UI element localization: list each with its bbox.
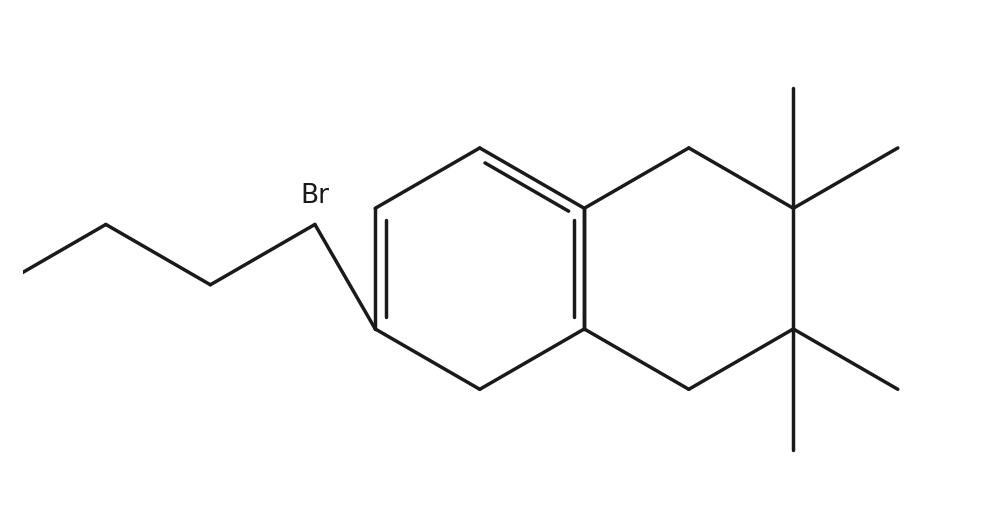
Text: Br: Br [300,183,329,209]
